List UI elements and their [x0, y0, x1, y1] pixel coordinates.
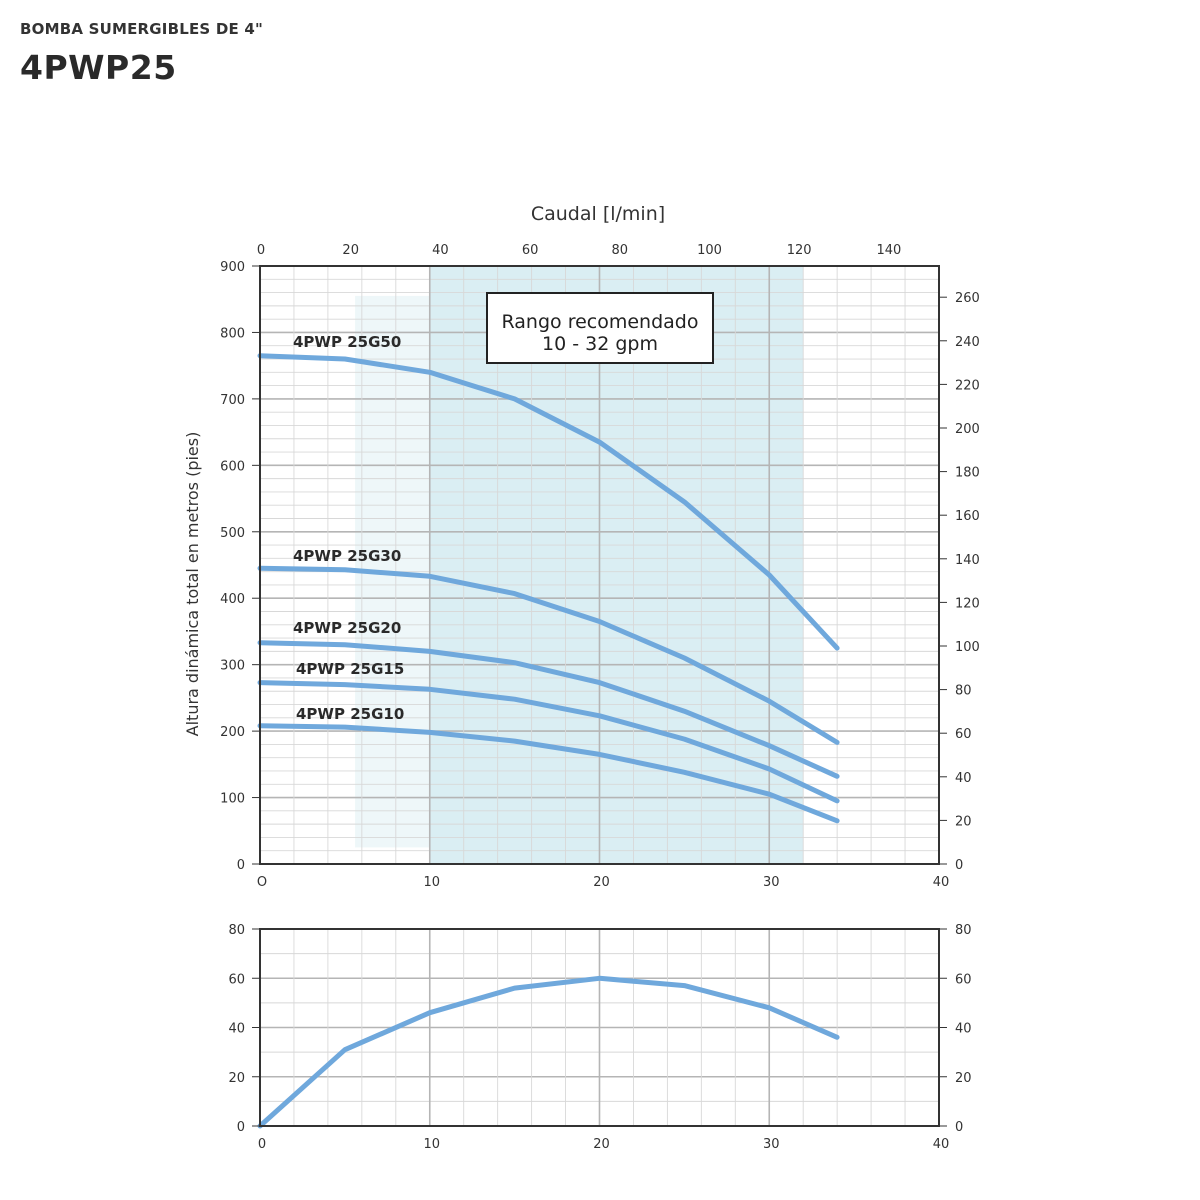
top-tick-label: 0	[257, 243, 265, 258]
right-tick-label: 200	[955, 422, 980, 437]
head-curve-0	[257, 353, 840, 651]
series-label-25g15: 4PWP 25G15	[296, 660, 404, 678]
page-title: 4PWP25	[20, 48, 177, 87]
y-tick-label: 0	[237, 858, 245, 873]
eff-x-tick-label: 10	[423, 1137, 440, 1152]
series-label-25g30: 4PWP 25G30	[293, 547, 401, 565]
main-chart-frame	[259, 265, 940, 865]
top-tick-label: 140	[876, 243, 901, 258]
eff-x-tick-label: 40	[933, 1137, 950, 1152]
head-curve-3	[257, 680, 840, 804]
eff-y-tick-label: 60	[228, 972, 245, 987]
efficiency-chart-grid	[260, 929, 939, 1126]
eff-right-tick-label: 0	[955, 1120, 963, 1135]
recommended-range-line2: 10 - 32 gpm	[542, 333, 658, 355]
right-tick-label: 80	[955, 684, 972, 699]
main-chart-grid	[260, 266, 939, 864]
right-tick-label: 0	[955, 858, 963, 873]
y-axis-title: Altura dinámica total en metros (pies)	[183, 432, 202, 737]
series-label-25g50: 4PWP 25G50	[293, 333, 401, 351]
y-tick-label: 800	[220, 326, 245, 341]
right-tick-label: 100	[955, 640, 980, 655]
efficiency-curve-0	[257, 975, 840, 1129]
eff-y-tick-label: 40	[228, 1022, 245, 1037]
x-tick-label: 40	[933, 875, 950, 890]
y-tick-label: 100	[220, 792, 245, 807]
eff-right-tick-label: 60	[955, 972, 972, 987]
y-tick-label: 600	[220, 459, 245, 474]
eff-right-tick-label: 40	[955, 1022, 972, 1037]
right-tick-label: 60	[955, 727, 972, 742]
right-tick-label: 20	[955, 814, 972, 829]
x-tick-label: 20	[593, 875, 610, 890]
eff-right-tick-label: 80	[955, 923, 972, 938]
y-tick-label: 500	[220, 526, 245, 541]
page-subtitle: BOMBA SUMERGIBLES DE 4"	[20, 20, 264, 38]
eff-right-tick-label: 20	[955, 1071, 972, 1086]
top-tick-label: 120	[787, 243, 812, 258]
eff-x-tick-label: 0	[258, 1137, 266, 1152]
y-tick-label: 200	[220, 725, 245, 740]
top-tick-label: 40	[432, 243, 449, 258]
y-tick-label: 900	[220, 260, 245, 275]
right-tick-label: 160	[955, 509, 980, 524]
efficiency-curve	[257, 975, 840, 1129]
page-header: BOMBA SUMERGIBLES DE 4" 4PWP25	[20, 20, 263, 87]
y-tick-label: 300	[220, 659, 245, 674]
recommended-range-box: Rango recomendado 10 - 32 gpm	[486, 292, 714, 364]
top-tick-label: 60	[522, 243, 539, 258]
eff-y-tick-label: 0	[237, 1120, 245, 1135]
eff-x-tick-label: 20	[593, 1137, 610, 1152]
top-tick-label: 20	[342, 243, 359, 258]
right-tick-label: 180	[955, 466, 980, 481]
right-tick-label: 40	[955, 771, 972, 786]
eff-x-tick-label: 30	[763, 1137, 780, 1152]
right-tick-label: 240	[955, 335, 980, 350]
top-axis-title: Caudal [l/min]	[531, 203, 665, 225]
head-curve-4	[257, 723, 840, 824]
head-curve-2	[257, 640, 840, 779]
eff-y-tick-label: 20	[228, 1071, 245, 1086]
recommended-range-band	[429, 266, 804, 864]
recommended-range-line1: Rango recomendado	[502, 311, 699, 333]
efficiency-chart-axes: 0 20 40 60 80 0 20 40 60 80 0 10 20 30 40	[228, 923, 971, 1152]
head-curve-1	[257, 565, 840, 745]
right-tick-label: 120	[955, 596, 980, 611]
right-tick-label: 140	[955, 553, 980, 568]
x-tick-label: 30	[763, 875, 780, 890]
x-tick-label: O	[257, 875, 267, 890]
eff-y-tick-label: 80	[228, 923, 245, 938]
y-tick-label: 400	[220, 592, 245, 607]
right-tick-label: 220	[955, 378, 980, 393]
right-tick-label: 260	[955, 291, 980, 306]
series-labels: 4PWP 25G50 4PWP 25G30 4PWP 25G20 4PWP 25…	[293, 333, 404, 723]
head-curves	[257, 353, 840, 824]
top-tick-label: 100	[697, 243, 722, 258]
y-tick-label: 700	[220, 393, 245, 408]
x-tick-label: 10	[423, 875, 440, 890]
series-label-25g20: 4PWP 25G20	[293, 619, 401, 637]
top-tick-label: 80	[612, 243, 629, 258]
series-label-25g10: 4PWP 25G10	[296, 705, 404, 723]
